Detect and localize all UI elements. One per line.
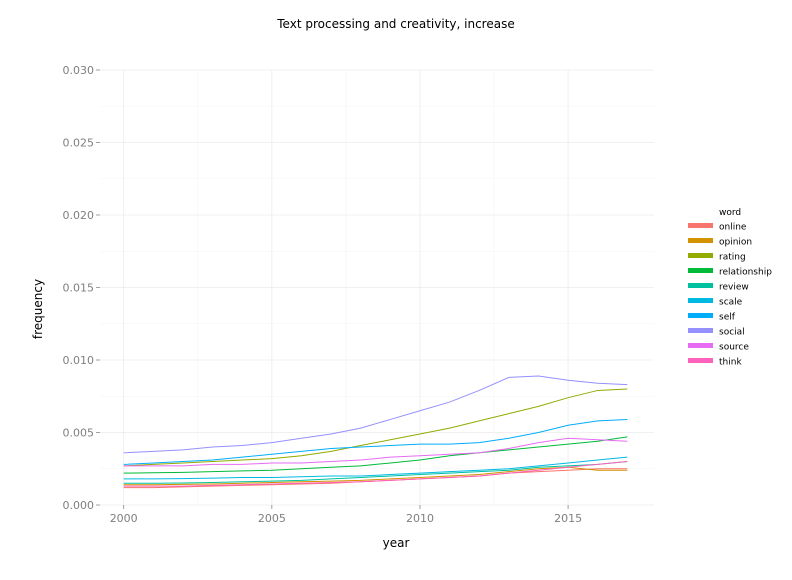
legend-label-rating: rating [719, 253, 746, 263]
y-tick-label: 0.000 [63, 499, 95, 512]
series-line-rating [123, 388, 628, 467]
y-tick-label: 0.005 [63, 427, 95, 440]
series-line-think [123, 461, 628, 487]
series-lines [123, 375, 628, 489]
legend-label-review: review [719, 283, 749, 293]
legend-swatch-self [688, 313, 713, 318]
legend-swatch-relationship [688, 268, 713, 273]
grid [100, 69, 654, 506]
series-line-scale [123, 456, 628, 480]
x-tick-label: 2010 [406, 512, 434, 525]
legend-title: word [719, 208, 741, 218]
x-tick-label: 2005 [258, 512, 286, 525]
legend-swatch-think [688, 358, 713, 363]
legend-label-source: source [719, 343, 749, 353]
legend-swatch-opinion [688, 238, 713, 243]
legend: word online opinion rating relationship revi… [688, 208, 772, 368]
x-tick-label: 2000 [110, 512, 138, 525]
legend-label-relationship: relationship [719, 268, 772, 278]
legend-swatch-rating [688, 253, 713, 258]
series-line-self [123, 418, 628, 465]
legend-swatch-scale [688, 298, 713, 303]
legend-label-online: online [719, 223, 747, 233]
series-line-social [123, 375, 628, 454]
y-axis-label: frequency [31, 279, 45, 339]
axes: 0.000 0.005 0.010 0.015 0.020 0.025 0.030 2000 2… [63, 64, 583, 525]
legend-label-scale: scale [719, 298, 743, 308]
x-axis-label: year [383, 536, 410, 550]
legend-swatch-source [688, 343, 713, 348]
legend-label-think: think [719, 358, 742, 368]
legend-label-self: self [719, 313, 736, 323]
series-line-opinion [123, 466, 628, 486]
legend-label-social: social [719, 328, 745, 338]
x-tick-label: 2015 [554, 512, 582, 525]
y-tick-label: 0.030 [63, 64, 95, 77]
y-tick-label: 0.020 [63, 209, 95, 222]
series-line-source [123, 437, 628, 467]
legend-label-opinion: opinion [719, 238, 752, 248]
y-tick-label: 0.025 [63, 137, 95, 150]
y-tick-label: 0.010 [63, 354, 95, 367]
legend-swatch-online [688, 223, 713, 228]
series-line-relationship [123, 436, 628, 474]
chart-title: Text processing and creativity, increase [276, 17, 514, 31]
legend-swatch-review [688, 283, 713, 288]
series-line-review [123, 461, 628, 484]
y-tick-label: 0.015 [63, 282, 95, 295]
legend-swatch-social [688, 328, 713, 333]
